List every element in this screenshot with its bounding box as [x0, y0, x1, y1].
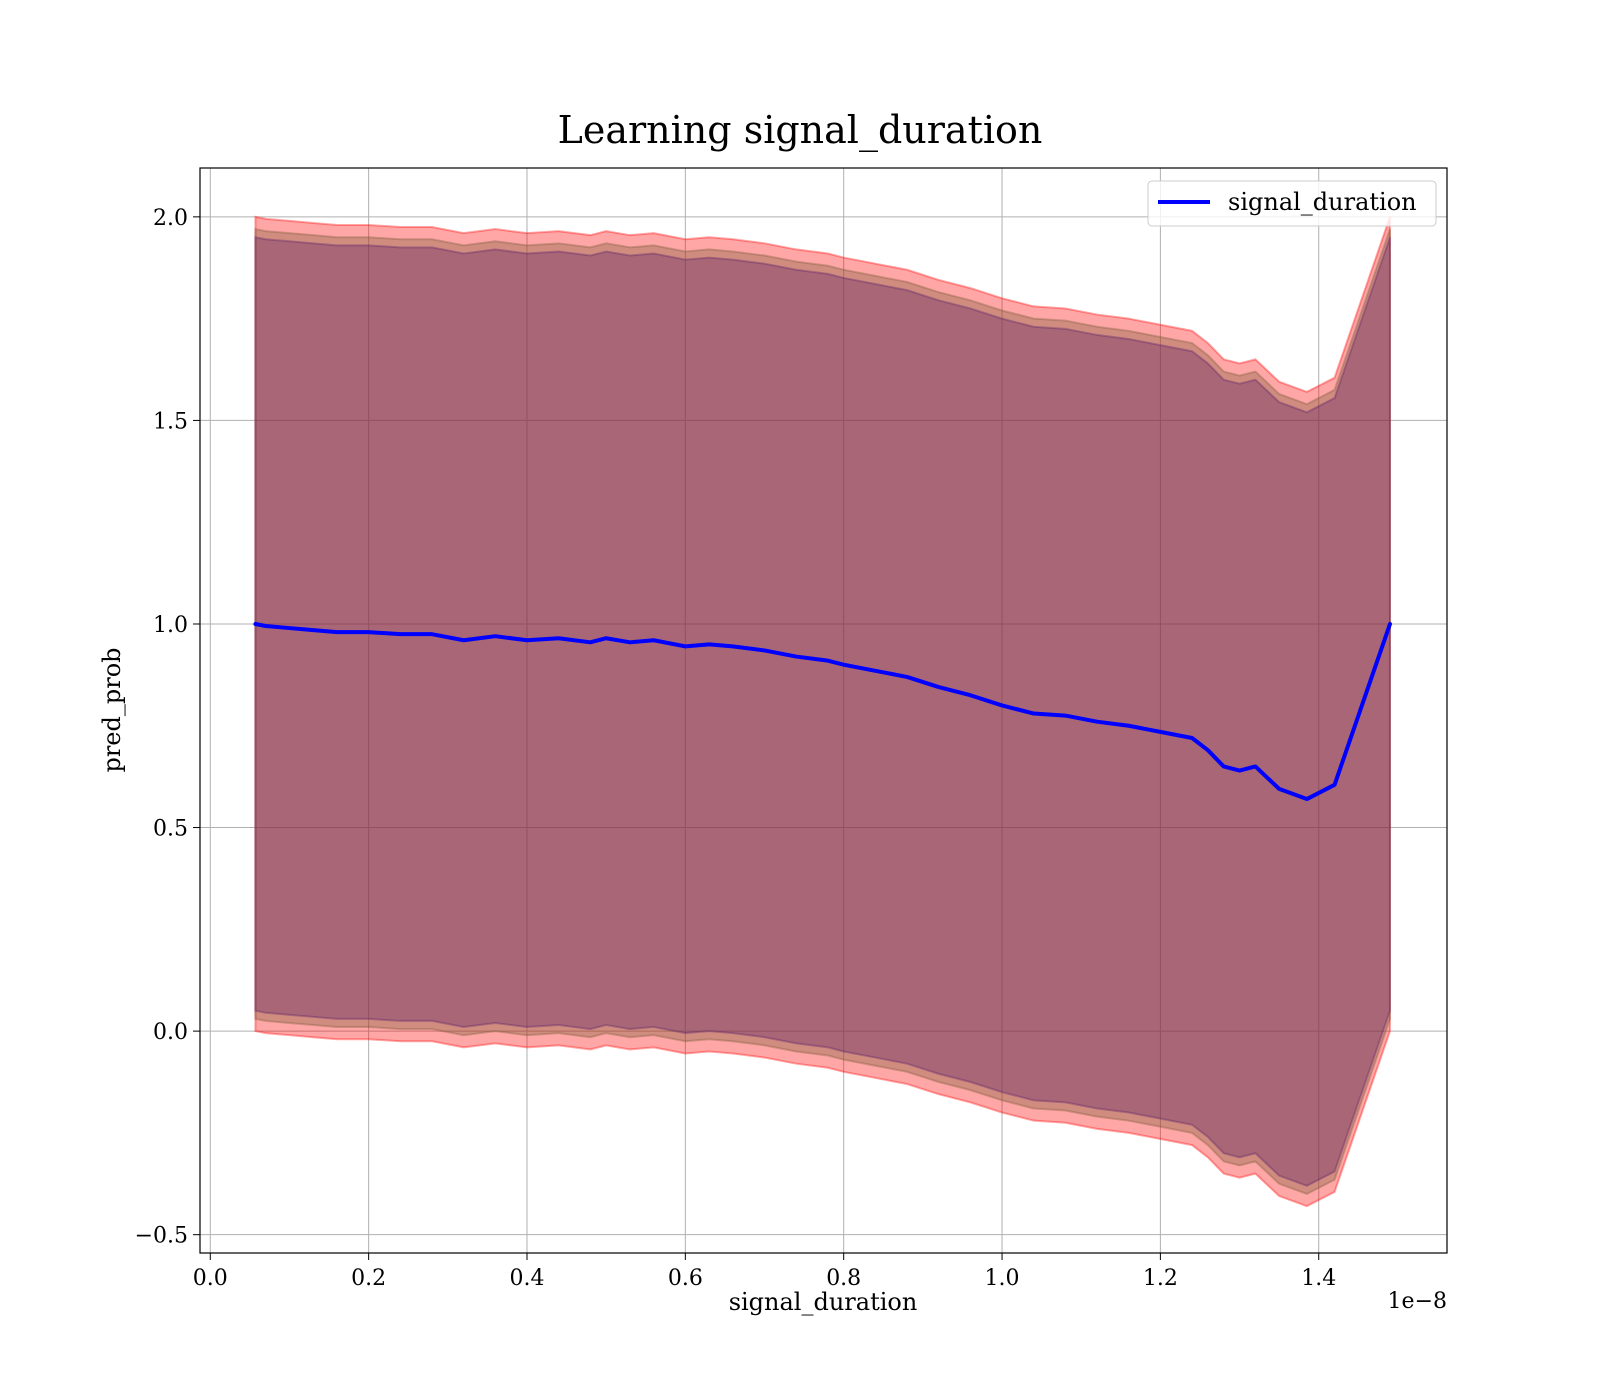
confidence-band: [254, 215, 1391, 1208]
legend-label-signal-duration: signal_duration: [1228, 188, 1417, 216]
y-axis: −0.5 0.0 0.5 1.0 1.5 2.0: [135, 206, 200, 1249]
y-tick-label: 1.0: [153, 613, 188, 638]
y-tick-label: −0.5: [135, 1224, 188, 1249]
confidence-band: [254, 235, 1391, 1187]
x-axis-offset-label: 1e−8: [1388, 1289, 1447, 1314]
series-line-signal-duration: [253, 621, 1392, 802]
series-layer: [253, 621, 1392, 802]
confidence-band: [254, 227, 1391, 1196]
chart-title: Learning signal_duration: [558, 108, 1043, 153]
band-layer: [254, 215, 1391, 1208]
y-tick-label: 0.0: [153, 1020, 188, 1045]
y-tick-label: 1.5: [153, 409, 188, 434]
plot-frame: [199, 167, 1448, 1254]
x-tick-label: 0.8: [826, 1266, 861, 1291]
x-axis: 0.0 0.2 0.4 0.6 0.8 1.0 1.2 1.4: [193, 1253, 1336, 1291]
x-tick-label: 0.6: [668, 1266, 703, 1291]
grid-layer: [200, 168, 1447, 1253]
x-tick-label: 1.2: [1143, 1266, 1178, 1291]
x-tick-label: 0.0: [193, 1266, 228, 1291]
x-tick-label: 1.4: [1301, 1266, 1336, 1291]
legend: signal_duration: [1147, 180, 1437, 227]
y-tick-label: 2.0: [153, 206, 188, 231]
x-tick-label: 0.4: [509, 1266, 544, 1291]
x-axis-title: signal_duration: [729, 1288, 918, 1316]
y-tick-label: 0.5: [153, 817, 188, 842]
legend-box: [1147, 180, 1437, 227]
x-tick-label: 0.2: [351, 1266, 386, 1291]
x-tick-label: 1.0: [985, 1266, 1020, 1291]
y-axis-title: pred_prob: [98, 647, 126, 772]
